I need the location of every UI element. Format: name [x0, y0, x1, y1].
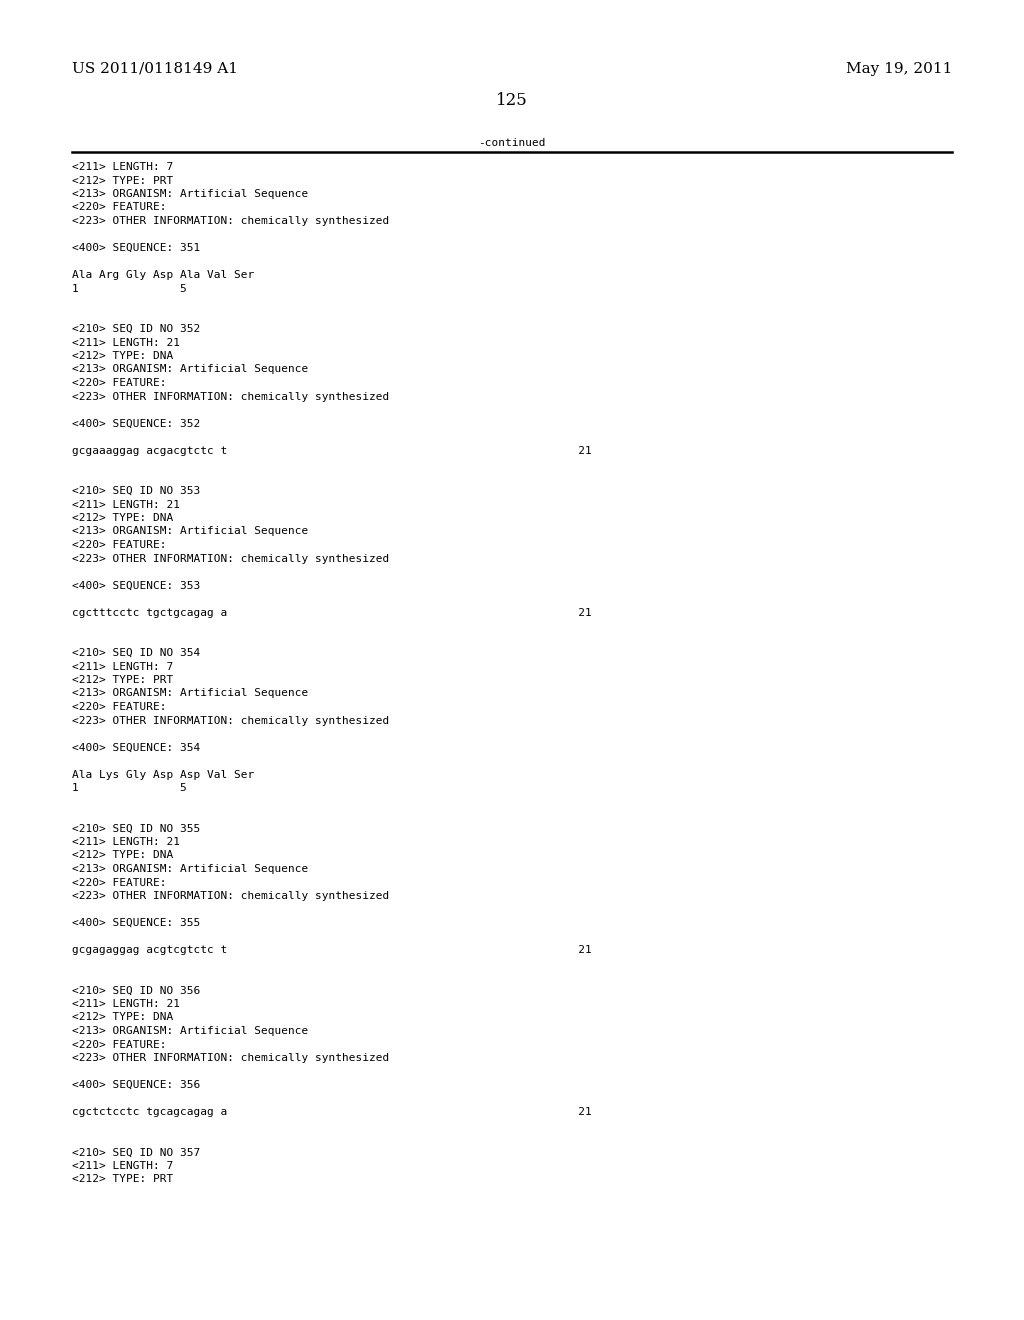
Text: <220> FEATURE:: <220> FEATURE:: [72, 878, 167, 887]
Text: <223> OTHER INFORMATION: chemically synthesized: <223> OTHER INFORMATION: chemically synt…: [72, 392, 389, 401]
Text: Ala Arg Gly Asp Ala Val Ser: Ala Arg Gly Asp Ala Val Ser: [72, 271, 254, 280]
Text: 1               5: 1 5: [72, 284, 186, 293]
Text: gcgagaggag acgtcgtctc t                                                    21: gcgagaggag acgtcgtctc t 21: [72, 945, 592, 954]
Text: <400> SEQUENCE: 352: <400> SEQUENCE: 352: [72, 418, 201, 429]
Text: <211> LENGTH: 21: <211> LENGTH: 21: [72, 837, 180, 847]
Text: <211> LENGTH: 7: <211> LENGTH: 7: [72, 661, 173, 672]
Text: <400> SEQUENCE: 355: <400> SEQUENCE: 355: [72, 917, 201, 928]
Text: <220> FEATURE:: <220> FEATURE:: [72, 1040, 167, 1049]
Text: US 2011/0118149 A1: US 2011/0118149 A1: [72, 62, 238, 77]
Text: <212> TYPE: PRT: <212> TYPE: PRT: [72, 176, 173, 186]
Text: <220> FEATURE:: <220> FEATURE:: [72, 702, 167, 711]
Text: <400> SEQUENCE: 356: <400> SEQUENCE: 356: [72, 1080, 201, 1090]
Text: <213> ORGANISM: Artificial Sequence: <213> ORGANISM: Artificial Sequence: [72, 865, 308, 874]
Text: <210> SEQ ID NO 357: <210> SEQ ID NO 357: [72, 1147, 201, 1158]
Text: <220> FEATURE:: <220> FEATURE:: [72, 202, 167, 213]
Text: <211> LENGTH: 21: <211> LENGTH: 21: [72, 999, 180, 1008]
Text: <210> SEQ ID NO 354: <210> SEQ ID NO 354: [72, 648, 201, 657]
Text: gcgaaaggag acgacgtctc t                                                    21: gcgaaaggag acgacgtctc t 21: [72, 446, 592, 455]
Text: <212> TYPE: DNA: <212> TYPE: DNA: [72, 351, 173, 360]
Text: <213> ORGANISM: Artificial Sequence: <213> ORGANISM: Artificial Sequence: [72, 1026, 308, 1036]
Text: cgctttcctc tgctgcagag a                                                    21: cgctttcctc tgctgcagag a 21: [72, 607, 592, 618]
Text: 1               5: 1 5: [72, 783, 186, 793]
Text: <212> TYPE: DNA: <212> TYPE: DNA: [72, 1012, 173, 1023]
Text: <400> SEQUENCE: 354: <400> SEQUENCE: 354: [72, 742, 201, 752]
Text: <211> LENGTH: 7: <211> LENGTH: 7: [72, 1162, 173, 1171]
Text: <212> TYPE: DNA: <212> TYPE: DNA: [72, 850, 173, 861]
Text: <223> OTHER INFORMATION: chemically synthesized: <223> OTHER INFORMATION: chemically synt…: [72, 715, 389, 726]
Text: <213> ORGANISM: Artificial Sequence: <213> ORGANISM: Artificial Sequence: [72, 189, 308, 199]
Text: <210> SEQ ID NO 355: <210> SEQ ID NO 355: [72, 824, 201, 833]
Text: <211> LENGTH: 21: <211> LENGTH: 21: [72, 499, 180, 510]
Text: -continued: -continued: [478, 139, 546, 148]
Text: Ala Lys Gly Asp Asp Val Ser: Ala Lys Gly Asp Asp Val Ser: [72, 770, 254, 780]
Text: <213> ORGANISM: Artificial Sequence: <213> ORGANISM: Artificial Sequence: [72, 527, 308, 536]
Text: <220> FEATURE:: <220> FEATURE:: [72, 540, 167, 550]
Text: <223> OTHER INFORMATION: chemically synthesized: <223> OTHER INFORMATION: chemically synt…: [72, 1053, 389, 1063]
Text: <210> SEQ ID NO 353: <210> SEQ ID NO 353: [72, 486, 201, 496]
Text: <212> TYPE: PRT: <212> TYPE: PRT: [72, 675, 173, 685]
Text: <210> SEQ ID NO 352: <210> SEQ ID NO 352: [72, 323, 201, 334]
Text: <400> SEQUENCE: 351: <400> SEQUENCE: 351: [72, 243, 201, 253]
Text: <213> ORGANISM: Artificial Sequence: <213> ORGANISM: Artificial Sequence: [72, 689, 308, 698]
Text: <223> OTHER INFORMATION: chemically synthesized: <223> OTHER INFORMATION: chemically synt…: [72, 216, 389, 226]
Text: cgctctcctc tgcagcagag a                                                    21: cgctctcctc tgcagcagag a 21: [72, 1107, 592, 1117]
Text: <400> SEQUENCE: 353: <400> SEQUENCE: 353: [72, 581, 201, 590]
Text: <223> OTHER INFORMATION: chemically synthesized: <223> OTHER INFORMATION: chemically synt…: [72, 553, 389, 564]
Text: <223> OTHER INFORMATION: chemically synthesized: <223> OTHER INFORMATION: chemically synt…: [72, 891, 389, 902]
Text: <211> LENGTH: 7: <211> LENGTH: 7: [72, 162, 173, 172]
Text: <212> TYPE: PRT: <212> TYPE: PRT: [72, 1175, 173, 1184]
Text: <212> TYPE: DNA: <212> TYPE: DNA: [72, 513, 173, 523]
Text: 125: 125: [496, 92, 528, 110]
Text: <210> SEQ ID NO 356: <210> SEQ ID NO 356: [72, 986, 201, 995]
Text: <213> ORGANISM: Artificial Sequence: <213> ORGANISM: Artificial Sequence: [72, 364, 308, 375]
Text: <220> FEATURE:: <220> FEATURE:: [72, 378, 167, 388]
Text: May 19, 2011: May 19, 2011: [846, 62, 952, 77]
Text: <211> LENGTH: 21: <211> LENGTH: 21: [72, 338, 180, 347]
